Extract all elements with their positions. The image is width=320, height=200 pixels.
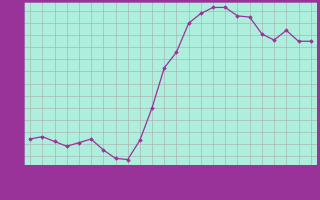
X-axis label: Windchill (Refroidissement éolien,°C): Windchill (Refroidissement éolien,°C) bbox=[71, 177, 270, 186]
